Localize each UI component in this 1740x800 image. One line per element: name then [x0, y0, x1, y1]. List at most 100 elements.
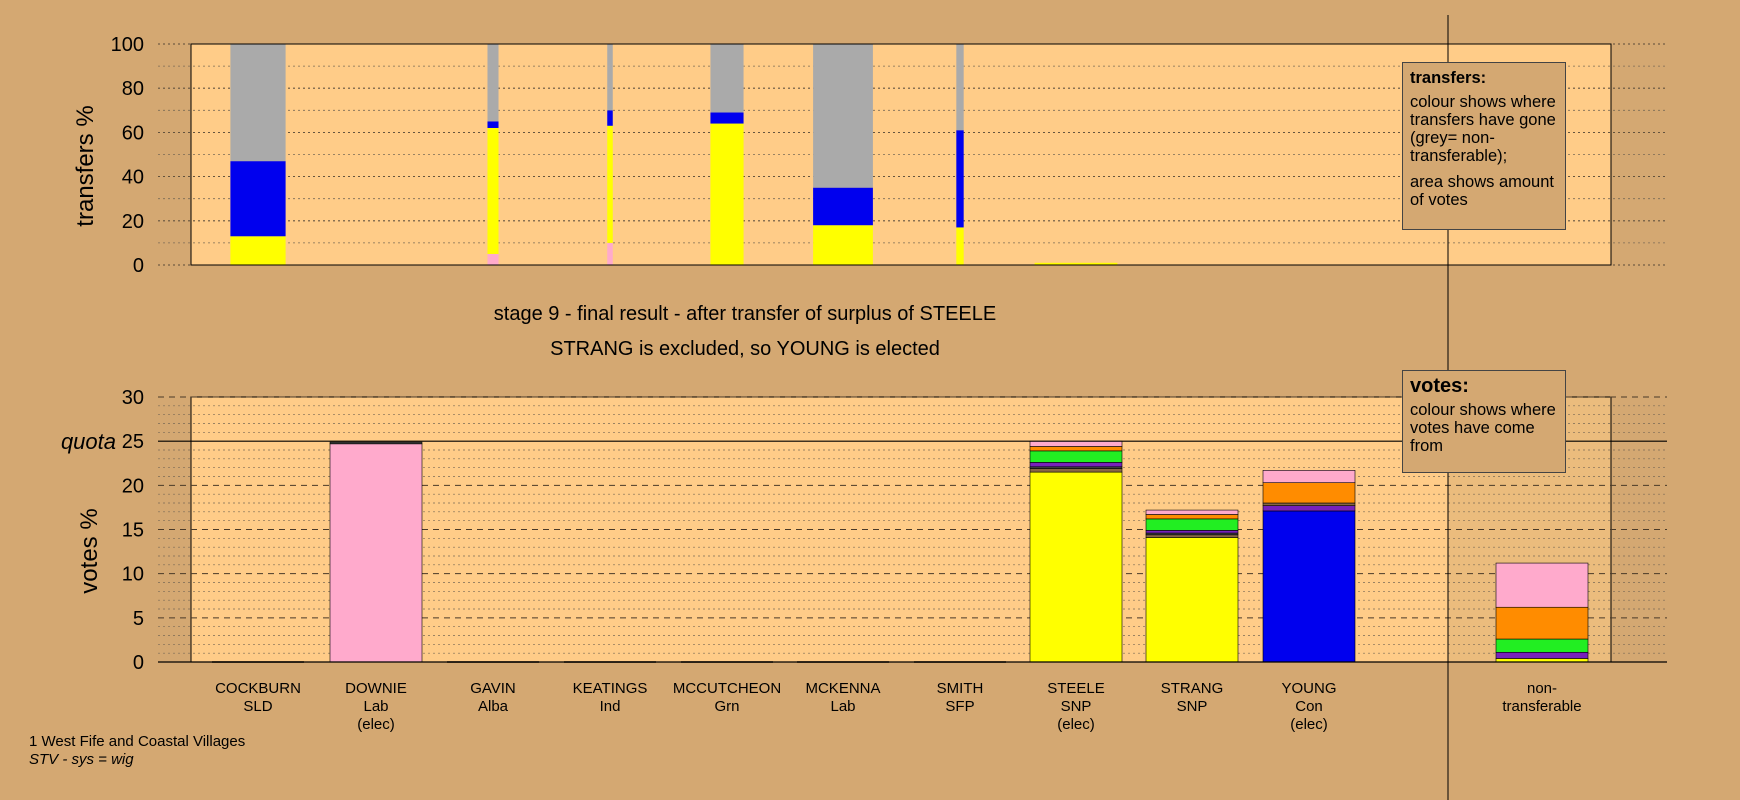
- transfers-tick-label: 20: [122, 211, 144, 233]
- votes-segment: [1029, 446, 1123, 452]
- transfers-axis-title: transfers %: [72, 105, 99, 226]
- candidate-label-line: non-: [1526, 680, 1558, 697]
- votes-legend: votes: colour shows where votes have com…: [1402, 370, 1566, 473]
- transfers-legend-title: transfers:: [1410, 69, 1487, 87]
- transfers-tick-label: 80: [122, 78, 144, 100]
- candidate-label: YOUNG Con (elec): [1244, 680, 1374, 734]
- candidate-label-line: (elec): [1290, 716, 1328, 733]
- votes-bar: [1495, 562, 1589, 663]
- transfers-tick-label: 0: [133, 255, 144, 277]
- candidate-label-line: KEATINGS: [572, 680, 648, 697]
- votes-bar: [1262, 470, 1356, 663]
- candidate-label-line: Alba: [477, 698, 509, 715]
- quota-label: quota: [61, 429, 116, 454]
- transfers-tick-label: 100: [111, 34, 144, 56]
- candidate-label-line: Lab: [363, 698, 389, 715]
- votes-tick-label: 20: [122, 475, 144, 497]
- candidate-label: KEATINGS Ind: [545, 680, 675, 716]
- votes-tick-label: 5: [133, 608, 144, 630]
- transfers-column: [487, 44, 499, 265]
- votes-bar: [1145, 509, 1239, 663]
- transfers-segment: [487, 253, 499, 265]
- candidate-label: STRANG SNP: [1127, 680, 1257, 716]
- votes-segment: [1029, 462, 1123, 468]
- transfers-segment: [487, 121, 499, 128]
- transfers-segment: [607, 110, 613, 126]
- candidate-label-line: Con: [1295, 698, 1323, 715]
- candidate-label-line: transferable: [1502, 698, 1582, 715]
- votes-segment: [1262, 482, 1356, 504]
- votes-segment: [1029, 440, 1123, 447]
- transfers-legend: transfers: colour shows where transfers …: [1402, 62, 1566, 230]
- votes-tick-label: 30: [122, 387, 144, 409]
- stage-title: stage 9 - final result - after transfer …: [493, 303, 997, 325]
- candidate-label-line: STEELE: [1047, 680, 1105, 697]
- transfers-segment: [956, 130, 964, 228]
- transfers-segment: [710, 112, 744, 124]
- transfers-segment: [607, 125, 613, 243]
- candidate-label: STEELE SNP (elec): [1011, 680, 1141, 734]
- transfers-column: [956, 44, 964, 265]
- votes-segment: [1145, 509, 1239, 515]
- votes-segment: [329, 441, 423, 445]
- transfers-segment: [1034, 262, 1118, 265]
- transfers-segment: [813, 187, 873, 226]
- candidate-label: DOWNIE Lab (elec): [311, 680, 441, 734]
- transfers-column: [230, 44, 286, 265]
- transfers-legend-text-2: area shows amount of votes: [1410, 173, 1554, 209]
- transfers-legend-text-1: colour shows where transfers have gone (…: [1410, 93, 1556, 165]
- votes-segment: [1262, 502, 1356, 506]
- footer-system: STV - sys = wig: [29, 751, 134, 768]
- votes-segment: [1495, 638, 1589, 653]
- transfers-column: [710, 44, 744, 265]
- transfers-segment: [607, 44, 613, 111]
- candidate-label-line: SLD: [243, 698, 273, 715]
- votes-legend-title: votes:: [1410, 375, 1469, 397]
- votes-legend-text: colour shows where votes have come from: [1410, 401, 1556, 455]
- candidate-label: non-transferable: [1477, 680, 1607, 716]
- candidate-label-line: SNP: [1176, 698, 1208, 715]
- votes-segment: [329, 443, 423, 663]
- candidate-label-line: SNP: [1060, 698, 1092, 715]
- votes-tick-label: 0: [133, 652, 144, 674]
- candidate-label-line: DOWNIE: [345, 680, 407, 697]
- votes-bar: [1029, 440, 1123, 663]
- transfers-column: [607, 44, 613, 265]
- votes-segment: [1262, 505, 1356, 512]
- candidate-label-line: STRANG: [1160, 680, 1224, 697]
- candidate-label-line: SFP: [945, 698, 975, 715]
- transfers-segment: [230, 161, 286, 237]
- transfers-column: [813, 44, 873, 265]
- transfers-segment: [230, 44, 286, 162]
- candidate-label-line: YOUNG: [1281, 680, 1337, 697]
- candidate-label-line: MCKENNA: [805, 680, 881, 697]
- votes-segment: [1145, 534, 1239, 538]
- candidate-label-line: GAVIN: [470, 680, 516, 697]
- candidate-label-line: Ind: [599, 698, 621, 715]
- transfers-column: [1034, 262, 1118, 265]
- transfers-tick-label: 60: [122, 122, 144, 144]
- votes-segment: [1495, 651, 1589, 659]
- votes-segment: [1145, 530, 1239, 534]
- candidate-label-line: SMITH: [936, 680, 984, 697]
- votes-segment: [1262, 470, 1356, 483]
- votes-segment: [1495, 562, 1589, 608]
- transfers-segment: [607, 242, 613, 265]
- transfers-segment: [956, 44, 964, 131]
- votes-axis-title: votes %: [76, 508, 103, 593]
- votes-segment: [1029, 471, 1123, 663]
- transfers-segment: [230, 236, 286, 265]
- candidate-label: MCKENNA Lab: [778, 680, 908, 716]
- candidate-label-line: MCCUTCHEON: [672, 680, 782, 697]
- candidate-label-line: COCKBURN: [215, 680, 301, 697]
- votes-segment: [1145, 537, 1239, 663]
- candidate-label-line: (elec): [1057, 716, 1095, 733]
- transfers-plot-border: [190, 43, 1612, 266]
- votes-tick-label: 25: [122, 431, 144, 453]
- candidate-label: GAVIN Alba: [428, 680, 558, 716]
- footer-ward: 1 West Fife and Coastal Villages: [29, 733, 246, 750]
- votes-bar: [329, 441, 423, 663]
- transfers-segment: [710, 123, 744, 265]
- candidate-label-line: Grn: [714, 698, 740, 715]
